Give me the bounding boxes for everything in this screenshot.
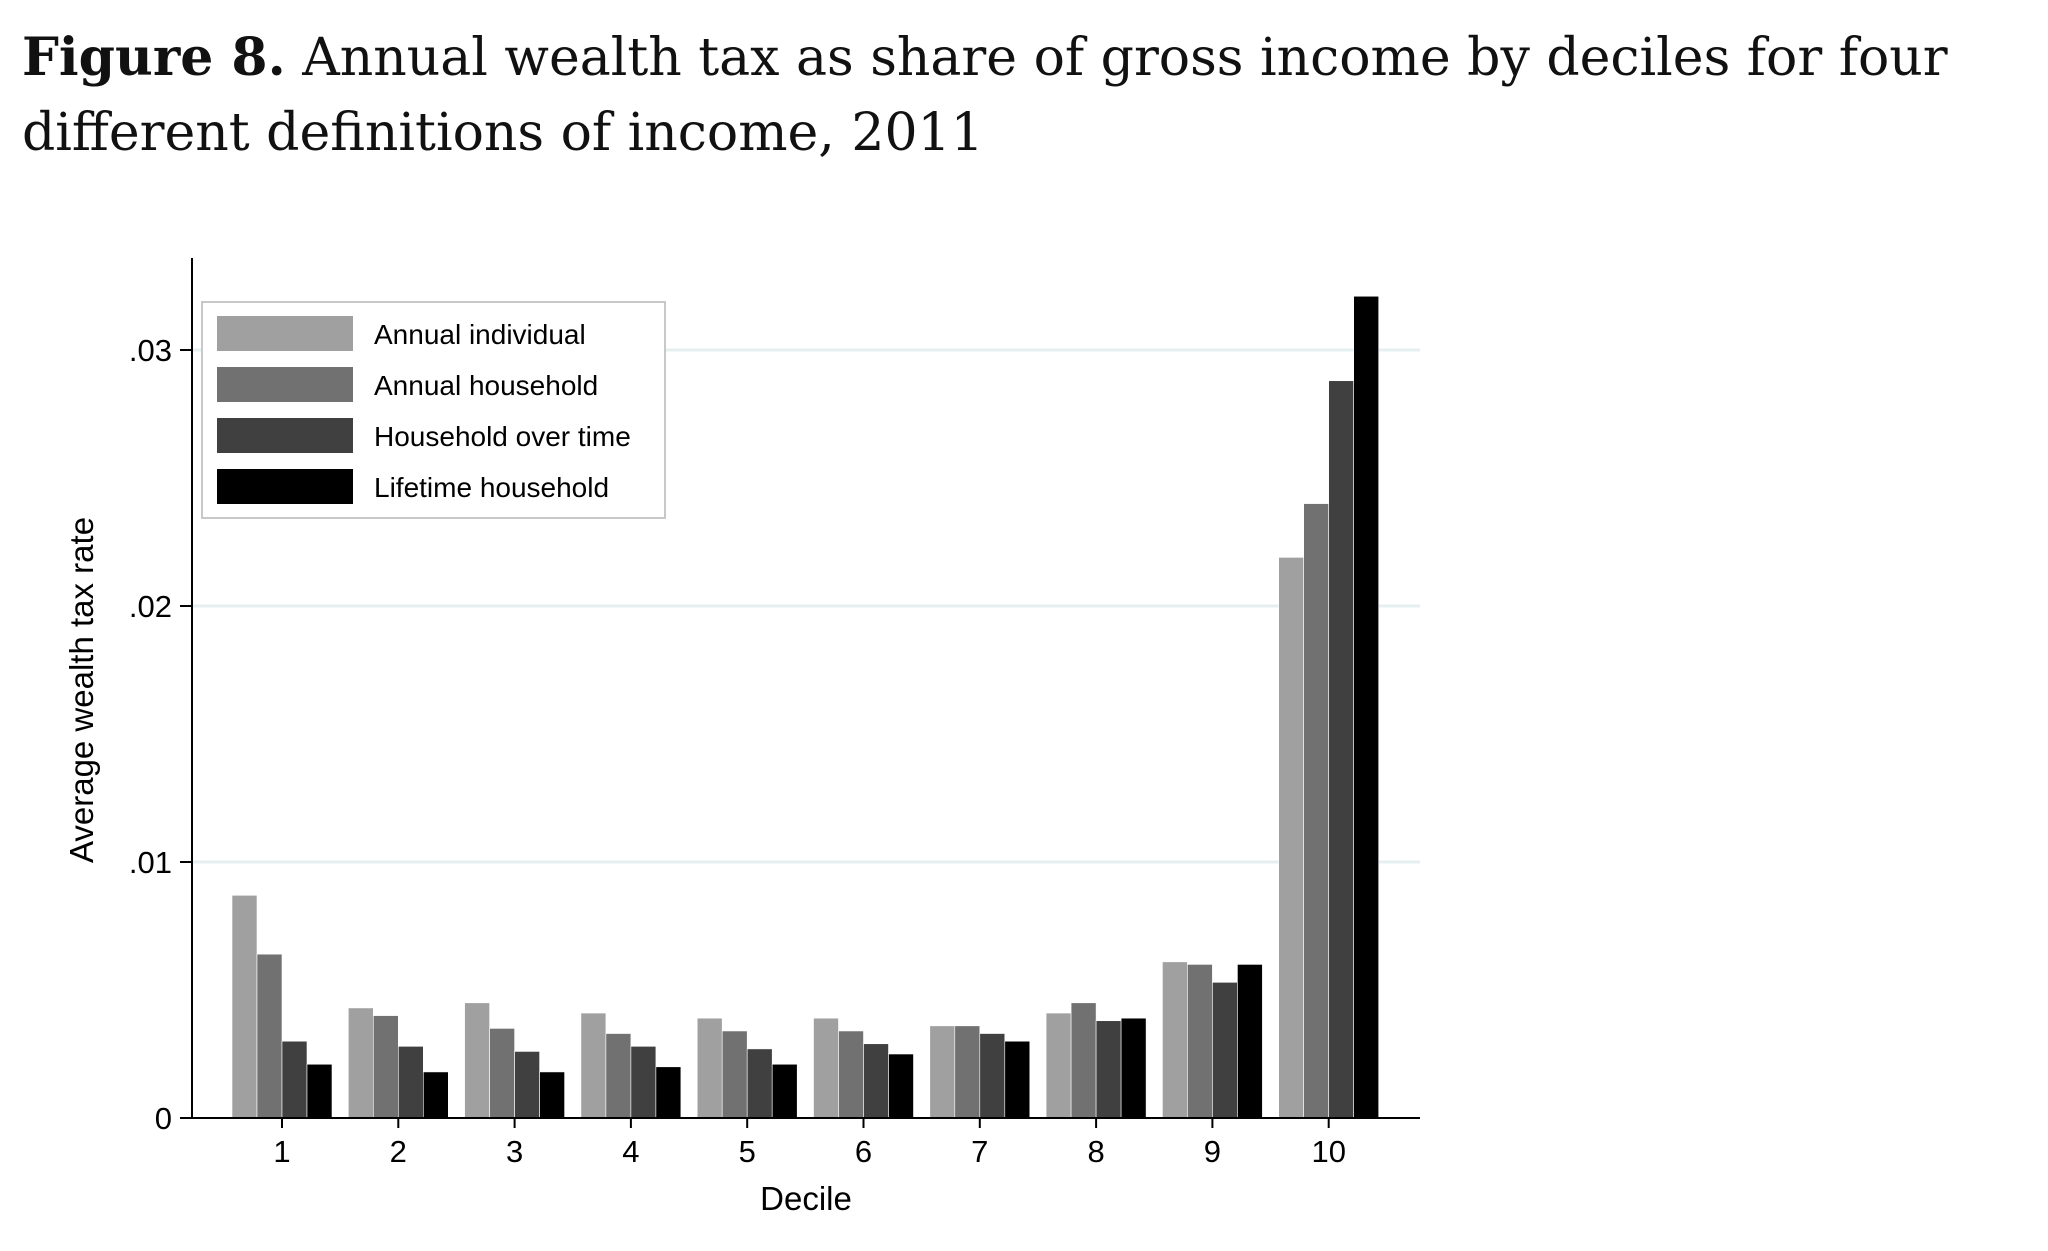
x-tick-label: 9 (1204, 1134, 1221, 1169)
bar-annual-individual-decile-5 (696, 1017, 723, 1119)
bar-household-over-time-decile-8 (1095, 1020, 1122, 1119)
bar-household-over-time-decile-9 (1212, 982, 1238, 1119)
bar-lifetime-household-decile-2 (422, 1071, 449, 1119)
bar-annual-individual-decile-8 (1045, 1012, 1072, 1119)
x-tick-label: 6 (855, 1134, 872, 1169)
bar-annual-household-decile-8 (1070, 1002, 1097, 1119)
bar-annual-individual-decile-7 (929, 1025, 956, 1119)
bar-annual-individual-decile-3 (464, 1002, 490, 1119)
legend-label: Household over time (374, 421, 631, 452)
y-tick-label: .01 (129, 845, 172, 880)
figure-caption-text: Annual wealth tax as share of gross inco… (22, 28, 1948, 163)
bar-annual-household-decile-1 (256, 953, 283, 1119)
bar-household-over-time-decile-5 (746, 1048, 773, 1119)
bar-annual-individual-decile-10 (1278, 557, 1304, 1119)
bar-annual-household-decile-6 (838, 1030, 864, 1119)
bar-household-over-time-decile-6 (863, 1043, 889, 1119)
x-tick-label: 2 (390, 1134, 407, 1169)
bar-lifetime-household-decile-8 (1120, 1017, 1147, 1119)
legend-label: Annual individual (374, 319, 586, 350)
bar-annual-individual-decile-2 (347, 1007, 374, 1119)
bar-annual-individual-decile-4 (580, 1012, 607, 1119)
legend-swatch (217, 316, 353, 351)
bar-annual-household-decile-10 (1303, 503, 1329, 1119)
bar-annual-household-decile-3 (489, 1028, 515, 1119)
bar-household-over-time-decile-7 (979, 1033, 1006, 1119)
bar-lifetime-household-decile-7 (1004, 1040, 1031, 1119)
bar-lifetime-household-decile-10 (1353, 295, 1379, 1119)
bar-lifetime-household-decile-1 (306, 1063, 333, 1119)
bar-household-over-time-decile-10 (1328, 380, 1354, 1119)
bar-lifetime-household-decile-6 (888, 1053, 914, 1119)
y-tick-label: .03 (129, 333, 172, 368)
x-tick-label: 7 (971, 1134, 988, 1169)
legend-label: Lifetime household (374, 472, 609, 503)
x-tick-label: 8 (1087, 1134, 1104, 1169)
x-axis-label: Decile (760, 1180, 852, 1217)
bar-annual-individual-decile-1 (231, 894, 258, 1119)
x-tick-label: 5 (739, 1134, 756, 1169)
bar-annual-household-decile-4 (605, 1033, 632, 1119)
bar-household-over-time-decile-2 (397, 1046, 424, 1119)
bar-lifetime-household-decile-3 (539, 1071, 565, 1119)
bar-annual-individual-decile-6 (813, 1017, 839, 1119)
bar-lifetime-household-decile-9 (1237, 964, 1263, 1119)
legend-label: Annual household (374, 370, 598, 401)
y-axis-label: Average wealth tax rate (63, 517, 100, 863)
bar-annual-household-decile-5 (721, 1030, 748, 1119)
x-tick-label: 1 (273, 1134, 290, 1169)
bar-annual-household-decile-2 (372, 1015, 399, 1119)
x-tick-label: 3 (506, 1134, 523, 1169)
bar-lifetime-household-decile-5 (771, 1063, 798, 1119)
y-tick-label: 0 (155, 1101, 172, 1136)
figure-label: Figure 8. (22, 27, 286, 88)
legend-swatch (217, 367, 353, 402)
legend: Annual individual Annual household Househo… (201, 301, 666, 519)
bar-household-over-time-decile-1 (281, 1040, 308, 1119)
bar-annual-household-decile-9 (1187, 964, 1213, 1119)
bar-annual-individual-decile-9 (1162, 961, 1188, 1119)
bar-household-over-time-decile-4 (630, 1046, 657, 1119)
bar-household-over-time-decile-3 (514, 1051, 540, 1119)
x-tick-label: 10 (1311, 1134, 1345, 1169)
bar-lifetime-household-decile-4 (655, 1066, 682, 1119)
y-tick-label: .02 (129, 589, 172, 624)
figure-caption: Figure 8. Annual wealth tax as share of … (22, 20, 2032, 171)
legend-swatch (217, 469, 353, 504)
x-tick-label: 4 (622, 1134, 639, 1169)
bar-annual-household-decile-7 (954, 1025, 981, 1119)
legend-swatch (217, 418, 353, 453)
